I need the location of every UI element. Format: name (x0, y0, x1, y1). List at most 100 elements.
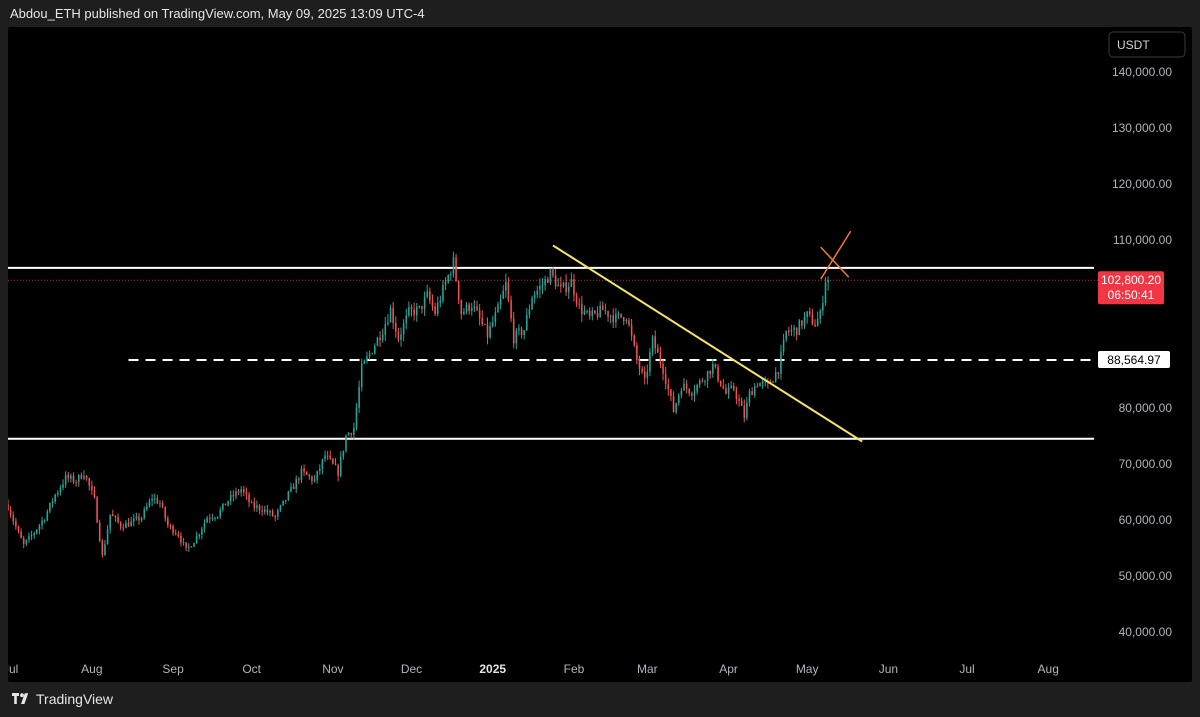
candle-body (575, 295, 578, 304)
candle-body (56, 492, 59, 495)
candle-body (442, 284, 444, 301)
candle-body (591, 310, 594, 316)
candle-body (512, 318, 515, 344)
candle-body (321, 459, 324, 469)
candle-body (746, 402, 748, 418)
candle-body (41, 520, 43, 526)
candle-body (675, 403, 677, 413)
candle-body (808, 311, 811, 314)
candle-body (698, 380, 701, 385)
candle-body (332, 458, 334, 464)
candle-body (638, 359, 641, 369)
candle-body (59, 487, 62, 493)
candle-body (366, 356, 368, 361)
candle-body (709, 370, 711, 374)
candle-body (305, 471, 308, 475)
candle-body (740, 400, 743, 406)
price-axis: 40,000.00 50,000.00 60,000.00 70,000.00 80,0… (1108, 31, 1186, 639)
candle-body (460, 300, 463, 315)
candle-body (756, 386, 759, 388)
y-tick-label: 50,000.00 (1119, 569, 1173, 583)
candle-body (308, 474, 311, 477)
candle-body (392, 308, 394, 324)
candle-body (601, 305, 604, 311)
candle-body (114, 516, 117, 518)
candle-body (557, 284, 560, 287)
candle-body (355, 407, 358, 428)
candle-body (174, 533, 177, 535)
candle-body (353, 427, 355, 435)
candle-body (339, 456, 342, 476)
candle-body (827, 279, 829, 283)
candle-body (214, 517, 216, 519)
candle-body (248, 494, 250, 503)
candle-body (38, 525, 41, 530)
candle-body (717, 366, 719, 381)
candle-body (431, 300, 434, 307)
marker-x-stroke-a (820, 246, 850, 278)
candle-body (381, 334, 384, 341)
candle-body (772, 381, 774, 383)
candle-body (518, 328, 520, 331)
candle-body (727, 387, 730, 394)
candle-body (439, 300, 442, 303)
candle-body (651, 336, 654, 353)
x-tick-label: Nov (322, 662, 343, 676)
candle-body (581, 303, 583, 315)
candle-body (599, 305, 601, 318)
candle-body (413, 309, 415, 316)
candle-body (677, 395, 680, 404)
candle-body (51, 501, 54, 503)
level-label: 88,564.97 (1107, 353, 1161, 367)
candle-body (738, 398, 740, 401)
candle-body (243, 489, 245, 493)
candle-body (72, 475, 75, 483)
candle-body (122, 527, 125, 529)
candle-body (25, 539, 28, 544)
candle-body (140, 517, 143, 521)
candle-body (523, 330, 525, 336)
candle-body (795, 327, 798, 336)
candle-body (374, 345, 376, 354)
candle-body (418, 305, 421, 307)
candle-body (641, 368, 643, 372)
candle-body (546, 279, 549, 283)
candle-body (822, 303, 824, 311)
candle-body (303, 468, 305, 472)
candle-body (159, 503, 161, 505)
candle-body (470, 307, 473, 311)
candle-body (693, 391, 696, 396)
candle-body (565, 282, 567, 292)
candle-body (258, 505, 261, 511)
candle-body (594, 310, 596, 314)
candle-body (447, 275, 449, 283)
candle-body (153, 498, 156, 500)
candle-body (706, 370, 709, 382)
candle-body (704, 381, 706, 383)
candle-body (683, 383, 685, 391)
candle-body (628, 320, 630, 325)
candle-body (319, 468, 321, 472)
candle-body (478, 310, 481, 319)
candle-body (502, 290, 505, 299)
candle-body (423, 296, 426, 309)
candle-body (625, 320, 628, 322)
candle-body (609, 315, 612, 317)
candle-body (510, 300, 512, 319)
candle-body (20, 531, 22, 539)
candle-body (279, 505, 282, 511)
candle-body (245, 492, 248, 495)
candle-body (326, 455, 329, 457)
candle-body (195, 536, 198, 543)
candle-body (468, 304, 470, 311)
candle-body (688, 388, 691, 394)
candle-body (298, 478, 300, 480)
candle-body (670, 389, 672, 397)
candle-body (617, 313, 620, 315)
candle-body (539, 285, 541, 291)
chart-panel[interactable]: 88,564.97 102,800.20 06:50:41 40,000.00 50,… (8, 27, 1192, 682)
x-tick-label: May (796, 662, 819, 676)
candle-body (46, 511, 49, 521)
candle-body (811, 313, 814, 325)
